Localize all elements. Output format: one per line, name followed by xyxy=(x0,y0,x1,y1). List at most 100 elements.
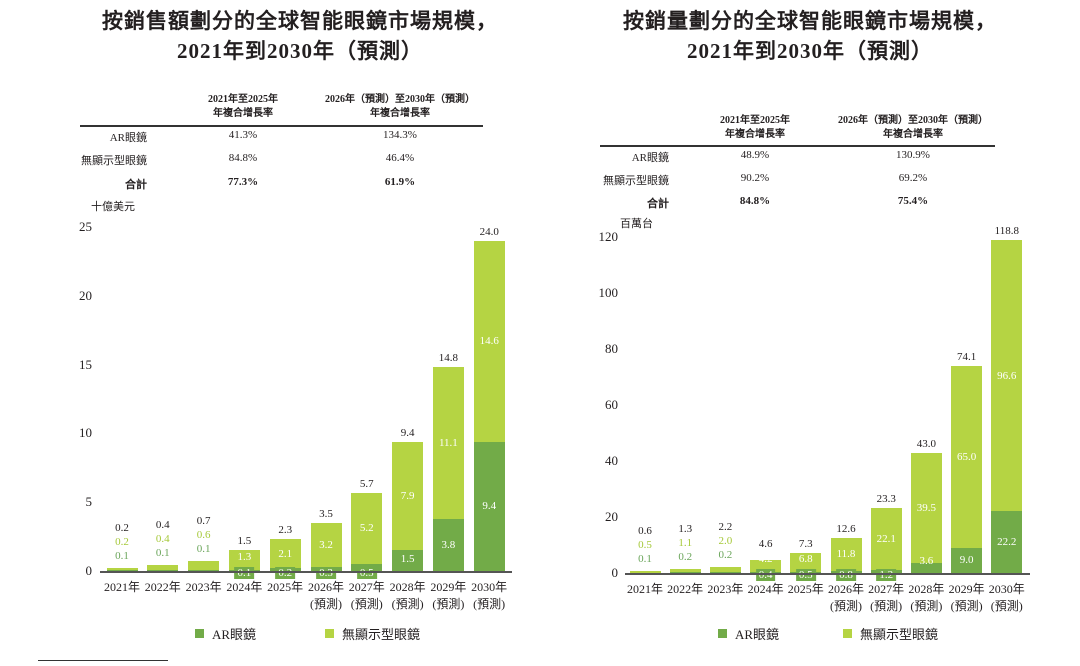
x-tick-year: 2021年 xyxy=(626,582,664,596)
bar-segment-non-display xyxy=(991,240,1023,511)
total-label: 0.4 xyxy=(155,519,170,532)
y-tick-label: 15 xyxy=(79,356,92,372)
x-tick-label: 2024年 xyxy=(226,579,262,596)
bar-segment-non-display xyxy=(351,492,383,565)
bar-segment-ar xyxy=(951,547,983,573)
ar-label: 0.1 xyxy=(115,550,129,563)
ar-label: 0.1 xyxy=(155,547,170,560)
legend-label: AR眼鏡 xyxy=(212,627,257,642)
total-label: 0.7 xyxy=(196,515,211,528)
x-tick-forecast-note: (預測) xyxy=(950,599,983,613)
non-display-label: 2.0 xyxy=(718,534,733,547)
cagr-header-line: 年複合增長率 xyxy=(213,108,273,119)
cagr-value: 61.9% xyxy=(384,176,416,188)
x-tick-year: 2028年 xyxy=(389,580,426,594)
bar-segment-ar xyxy=(432,518,464,571)
total-label: 1.5 xyxy=(237,535,252,548)
legend-swatch xyxy=(325,629,334,638)
x-tick-year: 2025年 xyxy=(267,580,304,594)
non-display-label: 14.6 xyxy=(479,335,499,348)
x-tick-label: 2028年 (預測) xyxy=(908,581,944,615)
y-tick-label: 100 xyxy=(598,285,619,300)
x-tick-year: 2024年 xyxy=(226,580,263,594)
x-tick-year: 2024年 xyxy=(747,582,784,596)
ar-label: 3.6 xyxy=(919,555,934,567)
legend-label: 無顯示型眼鏡 xyxy=(860,627,939,642)
x-tick-year: 2026年 xyxy=(307,580,345,594)
x-tick-year: 2030年 xyxy=(988,582,1025,596)
cagr-value: 90.2% xyxy=(740,172,770,184)
y-tick-label: 5 xyxy=(85,494,93,510)
bar-segment-ar xyxy=(669,572,701,573)
total-label: 7.3 xyxy=(798,537,813,550)
bar-segment-non-display xyxy=(830,537,862,571)
bar-segment-non-display xyxy=(910,452,942,563)
x-tick-forecast-note: (預測) xyxy=(870,599,903,613)
bar-segment-ar xyxy=(392,550,424,571)
x-tick-label: 2029年 (預測) xyxy=(949,581,985,615)
ar-label: 0.3 xyxy=(316,567,336,579)
cagr-header-line: 年複合增長率 xyxy=(370,108,430,119)
bar-segment-ar xyxy=(147,569,179,571)
legend-label: 無顯示型眼鏡 xyxy=(342,627,421,642)
y-tick-label: 60 xyxy=(605,397,618,412)
cagr-row-label: AR眼鏡 xyxy=(631,152,669,164)
cagr-row-label: 無顯示型眼鏡 xyxy=(81,155,147,167)
total-label: 14.8 xyxy=(438,352,459,365)
chart-title: 按銷售額劃分的全球智能眼鏡市場規模， 2021年到2030年（預測） xyxy=(30,6,570,66)
bar-segment-non-display xyxy=(392,441,424,551)
x-tick-forecast-note: (預測) xyxy=(473,597,506,611)
non-display-label: 0.4 xyxy=(155,533,170,546)
cagr-header: 2026年（預測）至2030年（預測） 年複合增長率 xyxy=(325,93,475,121)
x-tick-year: 2023年 xyxy=(185,580,222,594)
legend-item-non-display: 無顯示型眼鏡 xyxy=(325,624,420,643)
y-tick-label: 10 xyxy=(79,425,92,441)
bar-segment-non-display xyxy=(310,522,342,567)
x-tick-year: 2027年 xyxy=(868,582,905,596)
cagr-header-line: 年複合增長率 xyxy=(725,129,785,140)
cagr-header-line: 2021年至2025年 xyxy=(720,115,790,126)
total-label: 3.5 xyxy=(319,507,333,520)
cagr-value: 134.3% xyxy=(383,129,417,141)
bar-segment-non-display xyxy=(669,569,701,573)
x-tick-label: 2027年 (預測) xyxy=(349,579,385,613)
bar-segment-ar xyxy=(910,562,942,573)
non-display-label: 1.1 xyxy=(678,537,693,550)
bar-segment-non-display xyxy=(228,550,260,570)
ar-label: 1.5 xyxy=(400,553,415,565)
non-display-label: 6.8 xyxy=(798,553,813,565)
ar-label: 9.4 xyxy=(482,500,497,513)
non-display-label: 0.5 xyxy=(638,539,652,552)
non-display-label: 5.2 xyxy=(359,522,374,535)
ar-label: 0.2 xyxy=(275,567,296,579)
non-display-label: 96.6 xyxy=(997,369,1017,382)
table-rule xyxy=(600,145,995,147)
total-label: 118.8 xyxy=(994,225,1019,238)
non-display-label: 1.3 xyxy=(237,551,252,563)
x-tick-label: 2023年 xyxy=(186,579,222,596)
bar-segment-ar xyxy=(709,572,741,573)
x-tick-forecast-note: (預測) xyxy=(990,599,1023,613)
non-display-label: 22.1 xyxy=(876,532,896,545)
y-tick-label: 0 xyxy=(85,563,93,578)
x-tick-label: 2026年 (預測) xyxy=(828,581,864,615)
non-display-label: 0.2 xyxy=(115,536,129,549)
x-tick-forecast-note: (預測) xyxy=(432,597,465,611)
chart-title: 按銷量劃分的全球智能眼鏡市場規模， 2021年到2030年（預測） xyxy=(540,6,1080,66)
total-label: 23.3 xyxy=(876,492,896,505)
x-tick-label: 2029年 (預測) xyxy=(430,579,466,613)
ar-label: 0.1 xyxy=(638,553,652,566)
y-tick-label: 0 xyxy=(611,565,619,580)
total-label: 5.7 xyxy=(359,477,374,490)
cagr-value: 69.2% xyxy=(898,172,928,184)
total-label: 0.2 xyxy=(115,522,129,535)
x-tick-label: 2028年 (預測) xyxy=(390,579,426,613)
total-label: 0.6 xyxy=(638,525,652,538)
cagr-value: 84.8% xyxy=(739,195,771,207)
bar-segment-ar xyxy=(188,569,220,571)
bar-segment-non-display xyxy=(106,568,138,570)
cagr-header-line: 2026年（預測）至2030年（預測） xyxy=(838,115,988,126)
bar-segment-non-display xyxy=(473,240,505,442)
ar-label: 0.2 xyxy=(718,548,733,561)
legend-label: AR眼鏡 xyxy=(735,627,780,642)
